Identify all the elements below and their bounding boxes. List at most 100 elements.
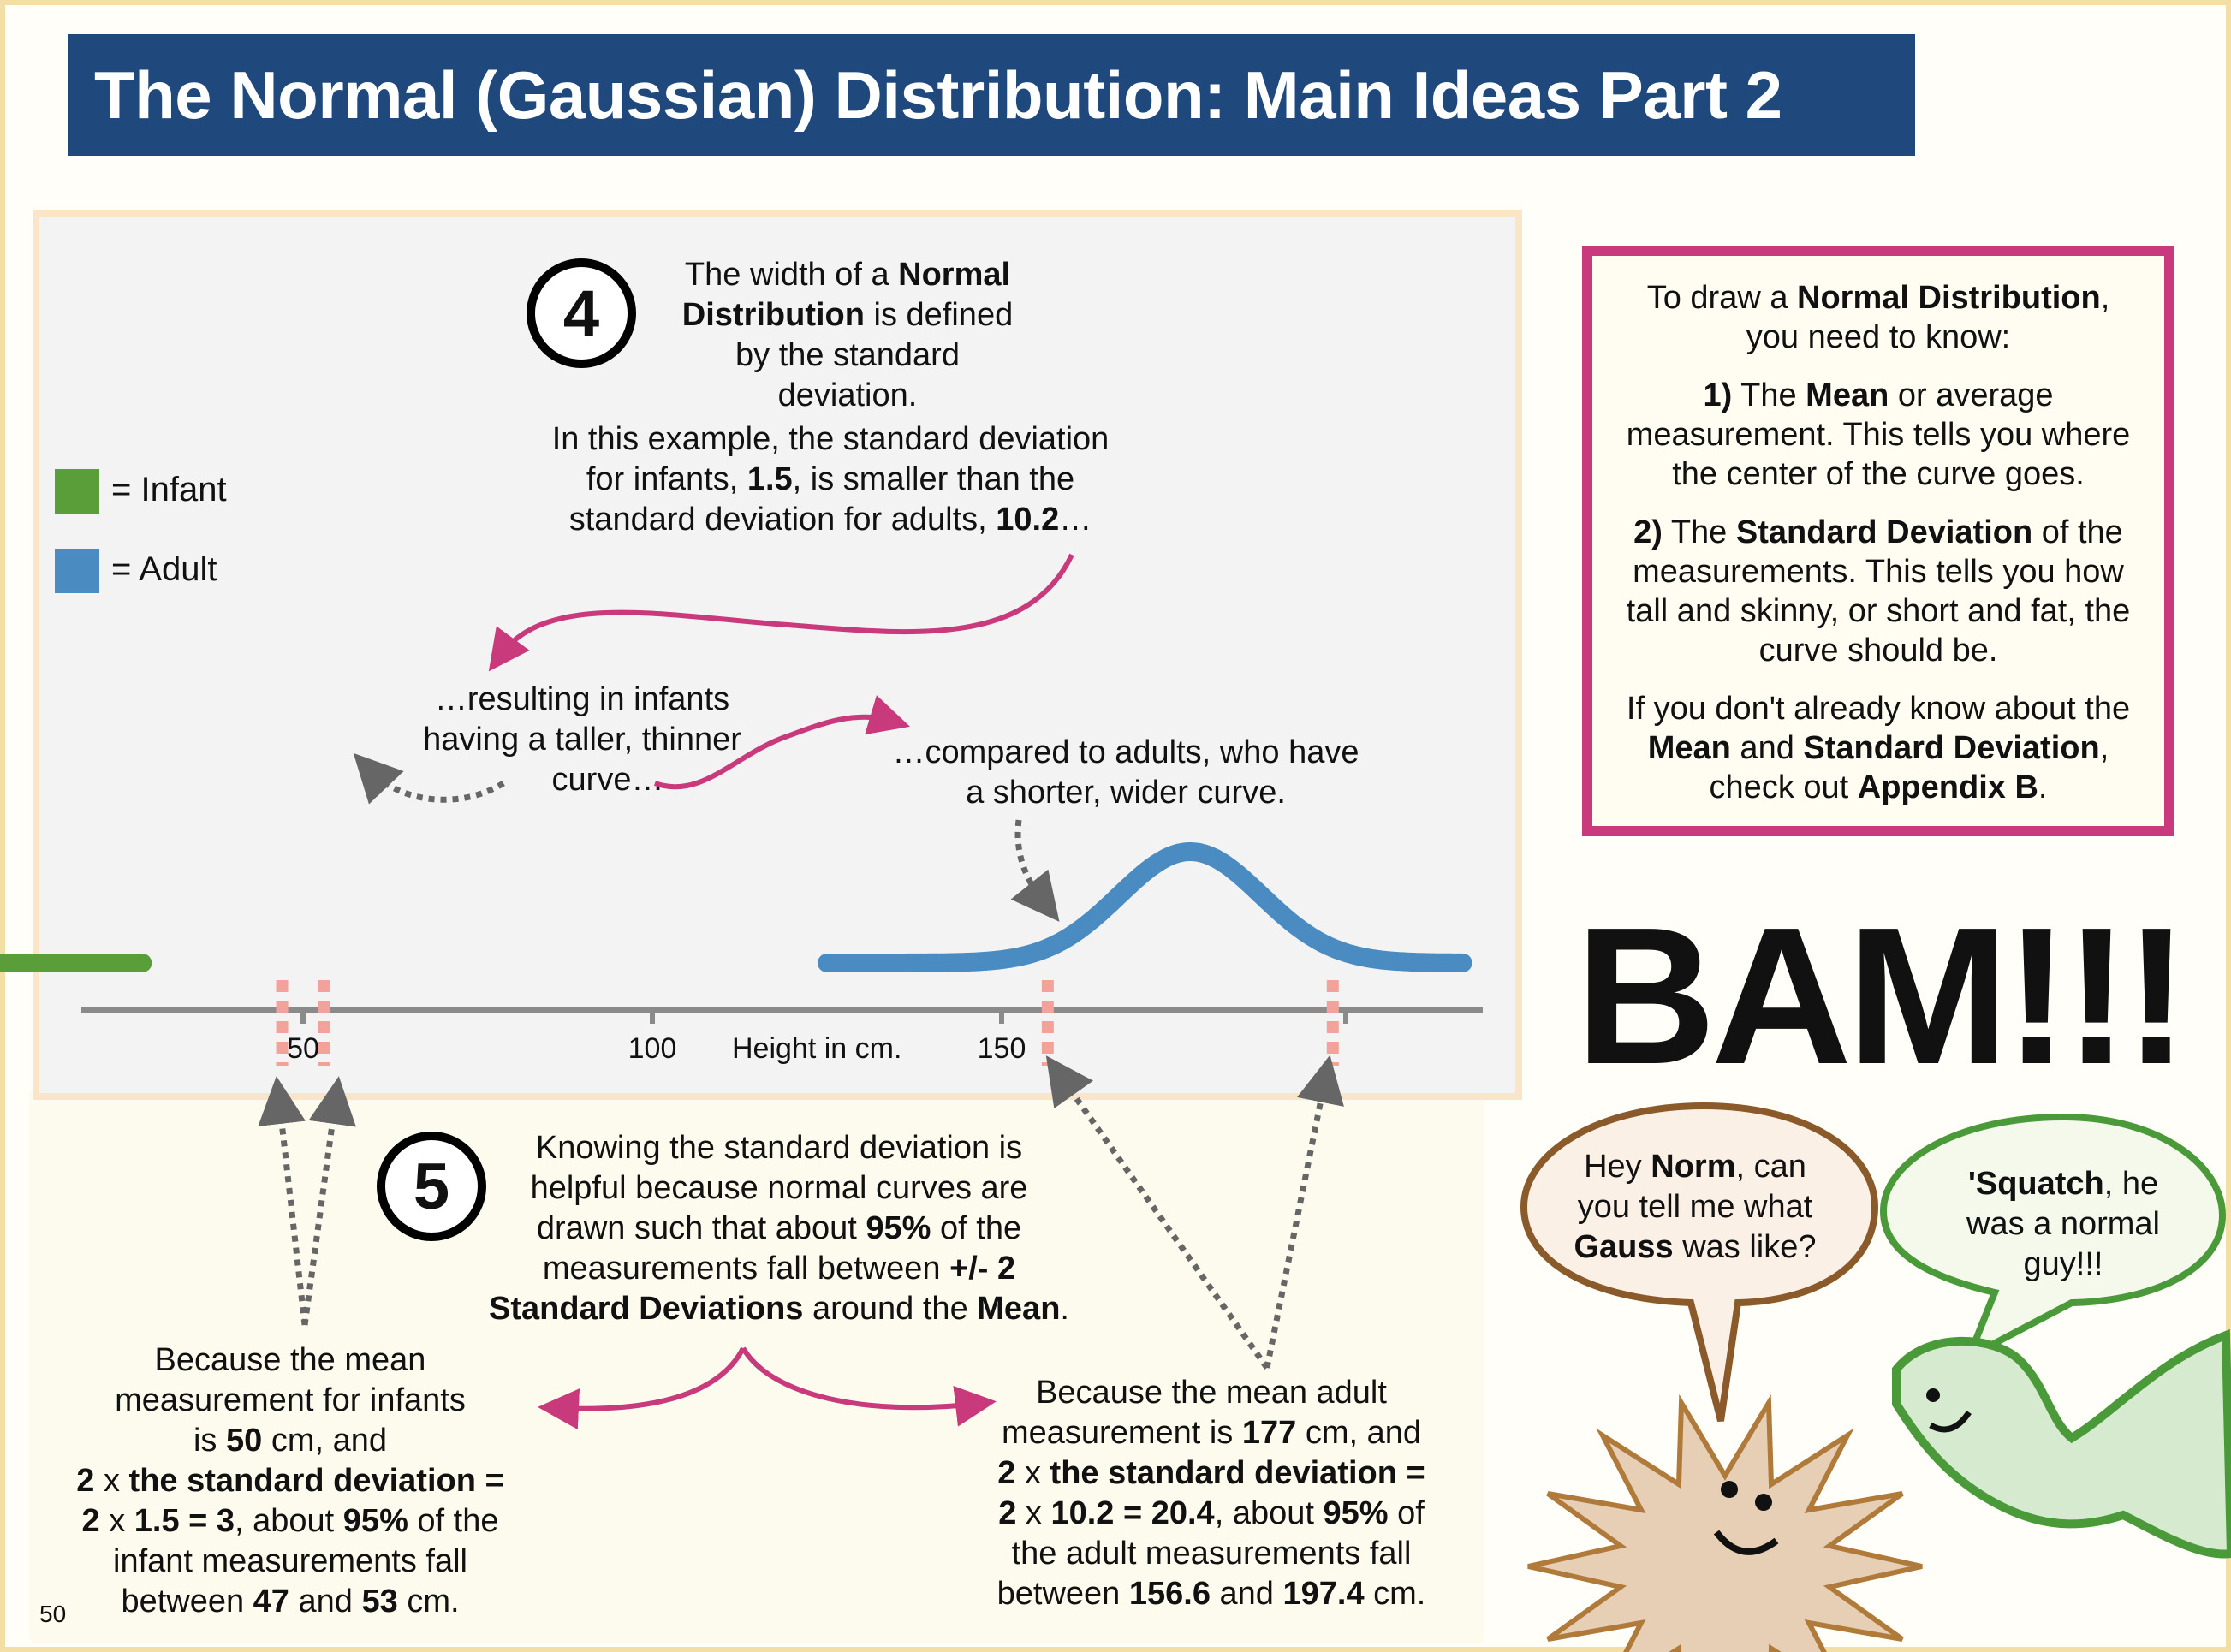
text-line: In this example, the standard deviation xyxy=(514,419,1147,460)
text-line: Distribution is defined xyxy=(634,295,1062,336)
step-4-badge: 4 xyxy=(527,258,636,368)
norm-eye-icon xyxy=(1721,1481,1738,1498)
bold-text: the standard deviation = xyxy=(119,1463,504,1499)
bold-text: Standard Deviation xyxy=(1735,514,2033,550)
text-line: helpful because normal curves are xyxy=(454,1168,1104,1209)
legend-swatch-adult xyxy=(55,549,99,593)
bold-text: 1) xyxy=(1703,377,1733,413)
text-span: and xyxy=(289,1584,362,1619)
speech-bubble-left xyxy=(1520,1102,1879,1422)
speech-bubble-right xyxy=(1879,1113,2227,1364)
plot-panel xyxy=(33,210,1522,1100)
text-line: measurement for infants xyxy=(46,1381,534,1421)
text-span: The xyxy=(1732,377,1806,413)
bold-text: Mean xyxy=(1806,377,1889,413)
speech-bubble-right-text: 'Squatch, he was a normal guy!!! xyxy=(1918,1164,2209,1285)
text-span: , check out xyxy=(1709,730,2109,805)
series-line-adult xyxy=(818,842,1472,972)
bold-text: 2 xyxy=(998,1495,1017,1531)
x-tick-label: 100 xyxy=(628,1032,677,1065)
text-span: was a normal xyxy=(1966,1206,2160,1242)
text-span: guy!!! xyxy=(2023,1246,2103,1282)
text-line: by the standard xyxy=(634,336,1062,376)
bold-text: Standard Deviation xyxy=(1803,730,2100,766)
text-line: between 156.6 and 197.4 cm. xyxy=(963,1574,1460,1614)
text-span: … xyxy=(1059,502,1092,538)
text-span: around the xyxy=(803,1291,978,1327)
text-line: you tell me what xyxy=(1541,1187,1849,1227)
text-line: Hey Norm, can xyxy=(1541,1147,1849,1187)
bold-text: Standard Deviations xyxy=(489,1291,804,1327)
norm-character-icon xyxy=(1527,1394,1923,1652)
text-span: drawn such that about xyxy=(536,1210,866,1246)
step-4-text: The width of a Normal Distribution is def… xyxy=(634,255,1062,416)
step-4-example: In this example, the standard deviation f… xyxy=(514,419,1147,540)
bold-text: 95% xyxy=(342,1503,408,1539)
text-span: x xyxy=(99,1503,134,1539)
bold-text: Normal xyxy=(898,257,1011,293)
bold-text: Gauss xyxy=(1574,1229,1674,1265)
text-line: Standard Deviations around the Mean. xyxy=(454,1289,1104,1329)
text-line: standard deviation for adults, 10.2… xyxy=(514,500,1147,540)
gray-arrow-icon xyxy=(353,752,505,805)
text-span: by the standard xyxy=(735,337,960,373)
speech-bubble-left-text: Hey Norm, can you tell me what Gauss was l… xyxy=(1541,1147,1849,1268)
text-line: is 50 cm, and xyxy=(46,1421,534,1461)
bold-text: 53 xyxy=(361,1584,398,1619)
adult-explanation: Because the mean adult measurement is 177… xyxy=(963,1373,1460,1614)
text-span: x xyxy=(1024,1455,1041,1491)
text-line: between 47 and 53 cm. xyxy=(46,1582,534,1622)
text-line: measurements fall between +/- 2 xyxy=(454,1249,1104,1289)
text-line: 2 x the standard deviation = xyxy=(963,1453,1460,1494)
squatch-eye-icon xyxy=(1926,1388,1940,1402)
bold-text: +/- 2 xyxy=(949,1251,1016,1287)
bold-text: 1.5 = 3 xyxy=(134,1503,235,1539)
text-span: of the xyxy=(931,1210,1022,1246)
text-line: 2 x the standard deviation = xyxy=(46,1461,534,1501)
text-span: , he xyxy=(2103,1166,2159,1202)
text-line: was a normal xyxy=(1918,1204,2209,1245)
text-span: Knowing the standard deviation is xyxy=(535,1130,1023,1166)
text-span: deviation. xyxy=(777,377,918,413)
text-line: Gauss was like? xyxy=(1541,1227,1849,1268)
text-line: Because the mean xyxy=(46,1340,534,1381)
text-line: drawn such that about 95% of the xyxy=(454,1209,1104,1249)
bold-text: 2 xyxy=(76,1463,104,1499)
gray-arrow-icon xyxy=(1010,819,1060,922)
text-line: 2 x 10.2 = 20.4, about 95% of xyxy=(963,1494,1460,1534)
text-span: or average measurement. This tells you w… xyxy=(1626,377,2131,492)
text-span: . xyxy=(2038,770,2048,805)
text-span: , xyxy=(2100,280,2110,316)
text-span: was like? xyxy=(1673,1229,1817,1265)
text-span: Hey xyxy=(1584,1149,1651,1185)
text-span: measurement for infants xyxy=(115,1382,466,1418)
callout-infant-line: …resulting in infants xyxy=(434,681,730,717)
text-line: infant measurements fall xyxy=(46,1542,534,1582)
squatch-character-icon xyxy=(1892,1328,2231,1559)
gray-arrow-icon xyxy=(1264,1055,1344,1369)
text-span: is defined xyxy=(864,297,1014,333)
bold-text: 'Squatch xyxy=(1967,1166,2104,1202)
bold-text: Mean xyxy=(977,1291,1061,1327)
callout-infant-line: having a taller, thinner xyxy=(423,722,741,758)
text-line: guy!!! xyxy=(1918,1245,2209,1285)
norm-smile-icon xyxy=(1713,1530,1779,1555)
page-title: The Normal (Gaussian) Distribution: Main… xyxy=(68,34,1915,156)
bold-text: Mean xyxy=(1647,730,1731,766)
x-tick-label: 50 xyxy=(287,1032,319,1065)
bold-text: Normal Distribution xyxy=(1797,280,2101,316)
info-box: To draw a Normal Distribution, you need t… xyxy=(1582,246,2174,836)
info-paragraph: 2) The Standard Deviation of the measure… xyxy=(1608,513,2149,670)
text-line: measurement is 177 cm, and xyxy=(963,1413,1460,1453)
text-span: measurements fall between xyxy=(542,1251,950,1287)
callout-adult-line: …compared to adults, who have xyxy=(892,734,1359,770)
text-span: The xyxy=(1662,514,1736,550)
text-span: between xyxy=(121,1584,253,1619)
bold-text: 2 xyxy=(997,1455,1025,1491)
text-span: for infants, xyxy=(586,461,747,497)
text-span: , is smaller than the xyxy=(792,461,1075,497)
text-span: In this example, the standard deviation xyxy=(551,421,1110,457)
bold-text: the standard deviation = xyxy=(1040,1455,1425,1491)
step-5-text: Knowing the standard deviation is helpful… xyxy=(454,1128,1104,1329)
